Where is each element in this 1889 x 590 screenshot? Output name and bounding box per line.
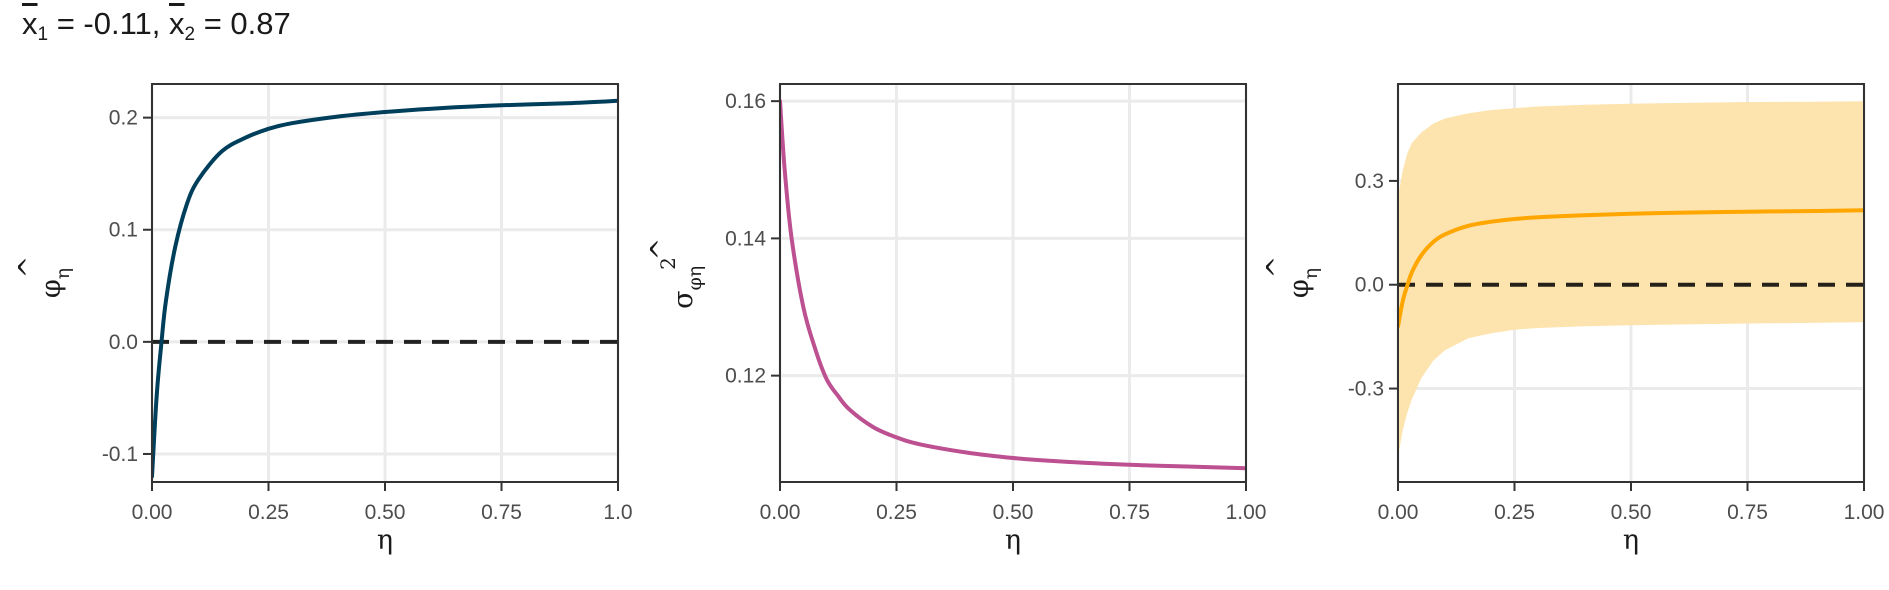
x-tick-label-3: 0.75 [1109, 501, 1150, 524]
y-tick-label-1: 0.0 [109, 331, 138, 354]
x-axis-title: η [1623, 525, 1639, 556]
x1-value: = -0.11, [48, 6, 169, 41]
x-tick-label-4: 1.00 [1844, 501, 1885, 524]
x-tick-label-4: 1.0 [603, 501, 632, 524]
y-axis-title-subscript: η [1300, 268, 1322, 279]
y-axis-title: φη [36, 268, 74, 298]
y-axis-title-base: φ [1284, 279, 1315, 298]
x-tick-label-4: 1.00 [1226, 501, 1267, 524]
x-tick-label-1: 0.25 [876, 501, 917, 524]
y-axis-title-hat: ^ [14, 256, 45, 279]
y-axis-title-subscript: φη [684, 266, 706, 291]
x-tick-label-0: 0.00 [1378, 501, 1419, 524]
chart-panel-2: 0.00 0.25 0.50 0.75 1.00 0.12 0.14 0.16 η σφη 2^ [646, 83, 1267, 556]
x-tick-label-0: 0.00 [760, 501, 801, 524]
x-tick-label-3: 0.75 [481, 501, 522, 524]
x-axis-title: η [1005, 525, 1021, 556]
y-axis-title-hat: ^ [1262, 256, 1293, 279]
figure-title: x1 = -0.11, x2 = 0.87 [22, 6, 291, 46]
x1-subscript: 1 [37, 24, 49, 45]
x1-symbol: x [22, 6, 38, 41]
x-tick-label-1: 0.25 [248, 501, 289, 524]
y-tick-label-3: 0.2 [109, 107, 138, 130]
y-axis-title-superscript: 2 [656, 257, 680, 270]
y-tick-label-0: -0.1 [102, 443, 138, 466]
y-tick-label-2: 0.3 [1355, 170, 1384, 193]
x-tick-label-3: 0.75 [1727, 501, 1768, 524]
plot-area-3 [1398, 101, 1864, 458]
x-tick-label-1: 0.25 [1494, 501, 1535, 524]
y-tick-label-2: 0.1 [109, 219, 138, 242]
estimate-line [1398, 208, 1864, 329]
plot-area-1 [152, 98, 618, 479]
x-axis-title: η [377, 525, 393, 556]
x-tick-label-0: 0.00 [132, 501, 173, 524]
y-axis-title-subscript: η [52, 268, 74, 279]
x-tick-label-2: 0.50 [365, 501, 406, 524]
x2-value: = 0.87 [195, 6, 291, 41]
y-axis-title-base: φ [36, 279, 67, 298]
x2-subscript: 2 [184, 24, 196, 45]
y-tick-label-1: 0.14 [725, 227, 766, 250]
y-axis-title-hat: ^ [646, 238, 677, 261]
x-tick-label-2: 0.50 [993, 501, 1034, 524]
y-tick-label-2: 0.16 [725, 90, 766, 113]
y-tick-label-0: 0.12 [725, 365, 766, 388]
y-tick-label-0: -0.3 [1348, 378, 1384, 401]
y-tick-label-1: 0.0 [1355, 274, 1384, 297]
y-axis-title: σφη 2 [656, 257, 706, 309]
plot-area-2 [780, 99, 1246, 471]
y-axis-title-base: σ [668, 290, 699, 308]
x-tick-label-2: 0.50 [1611, 501, 1652, 524]
x2-symbol: x [169, 6, 185, 41]
confidence-band [1398, 101, 1864, 458]
variance-line [780, 99, 1246, 471]
y-axis-title: φη [1284, 268, 1322, 298]
estimate-line [152, 98, 618, 479]
